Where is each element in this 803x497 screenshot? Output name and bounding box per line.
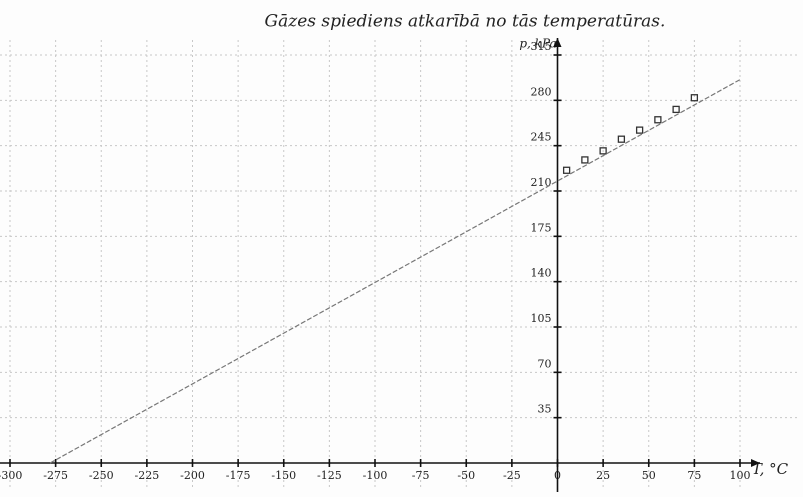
x-tick-label: -50 <box>457 469 475 482</box>
x-tick-label: -200 <box>180 469 205 482</box>
data-point <box>581 156 589 164</box>
x-tick-label: -175 <box>226 469 251 482</box>
x-axis-label: T, °C <box>752 460 789 478</box>
y-tick-label: 175 <box>531 221 552 234</box>
y-tick-label: 70 <box>538 357 552 370</box>
x-tick-label: -125 <box>317 469 342 482</box>
x-tick-label: -75 <box>412 469 430 482</box>
x-tick-label: -150 <box>271 469 296 482</box>
x-tick-label: 75 <box>687 469 701 482</box>
x-tick-label: 100 <box>730 469 751 482</box>
data-point <box>654 116 662 124</box>
chart-title: Gāzes spiediens atkarībā no tās temperat… <box>265 12 666 32</box>
data-point <box>599 147 607 155</box>
data-point <box>562 166 571 174</box>
y-axis-arrow <box>553 38 562 47</box>
data-point <box>635 126 644 134</box>
y-tick-label: 210 <box>531 176 552 189</box>
y-tick-label: 315 <box>531 40 552 53</box>
x-tick-label: 25 <box>596 469 610 482</box>
y-tick-label: 35 <box>538 403 552 416</box>
y-tick-label: 105 <box>531 312 552 325</box>
x-tick-label: -25 <box>503 469 521 482</box>
data-point <box>672 105 680 114</box>
y-tick-label: 245 <box>531 131 552 144</box>
fit-line <box>49 79 741 464</box>
x-tick-label: -275 <box>43 469 68 482</box>
y-tick-label: 140 <box>531 267 552 280</box>
y-axis-label: p, kPa <box>519 37 556 51</box>
y-tick-label: 280 <box>531 85 552 98</box>
x-tick-label: -225 <box>135 469 160 482</box>
x-tick-label: 50 <box>642 469 656 482</box>
x-tick-label: -300 <box>0 469 22 482</box>
x-axis-arrow <box>751 459 760 467</box>
data-point <box>617 135 626 143</box>
x-tick-label: -250 <box>89 469 114 482</box>
x-tick-label: -100 <box>363 469 388 482</box>
data-point <box>690 94 699 102</box>
